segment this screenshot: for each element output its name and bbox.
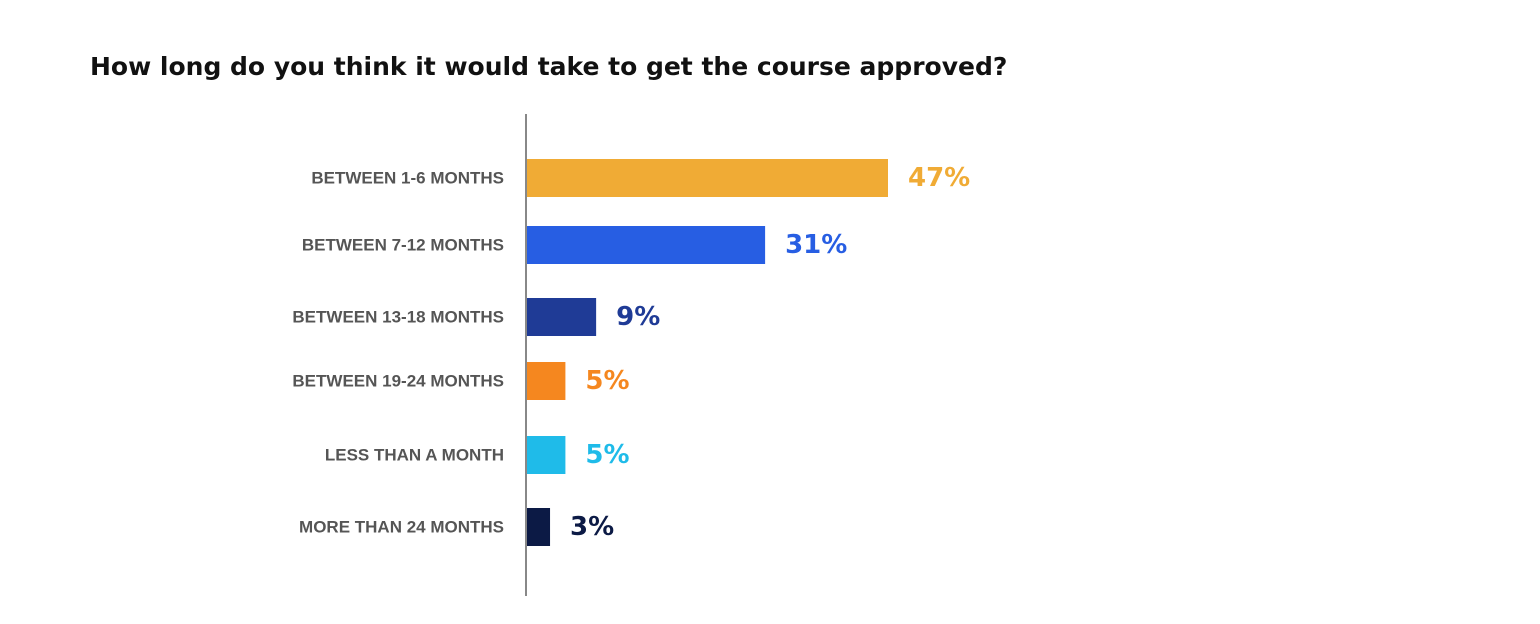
bar	[527, 226, 766, 264]
bar	[527, 362, 566, 400]
value-label: 47%	[908, 163, 970, 193]
category-label: BETWEEN 1-6 MONTHS	[311, 169, 504, 188]
value-label: 3%	[570, 512, 614, 542]
bar	[527, 298, 597, 336]
value-label: 5%	[585, 366, 629, 396]
value-label: 5%	[585, 440, 629, 470]
category-label: BETWEEN 19-24 MONTHS	[292, 372, 504, 391]
bar	[527, 436, 566, 474]
value-label: 31%	[785, 230, 847, 260]
category-label: BETWEEN 7-12 MONTHS	[302, 236, 504, 255]
category-label: LESS THAN A MONTH	[325, 446, 504, 465]
bars-group: BETWEEN 1-6 MONTHS 47% BETWEEN 7-12 MONTHS…	[292, 159, 970, 546]
chart-title: How long do you think it would take to g…	[90, 52, 1008, 81]
bar	[527, 159, 888, 197]
category-label: MORE THAN 24 MONTHS	[299, 518, 504, 537]
value-label: 9%	[616, 302, 660, 332]
bar	[527, 508, 551, 546]
category-label: BETWEEN 13-18 MONTHS	[292, 308, 504, 327]
